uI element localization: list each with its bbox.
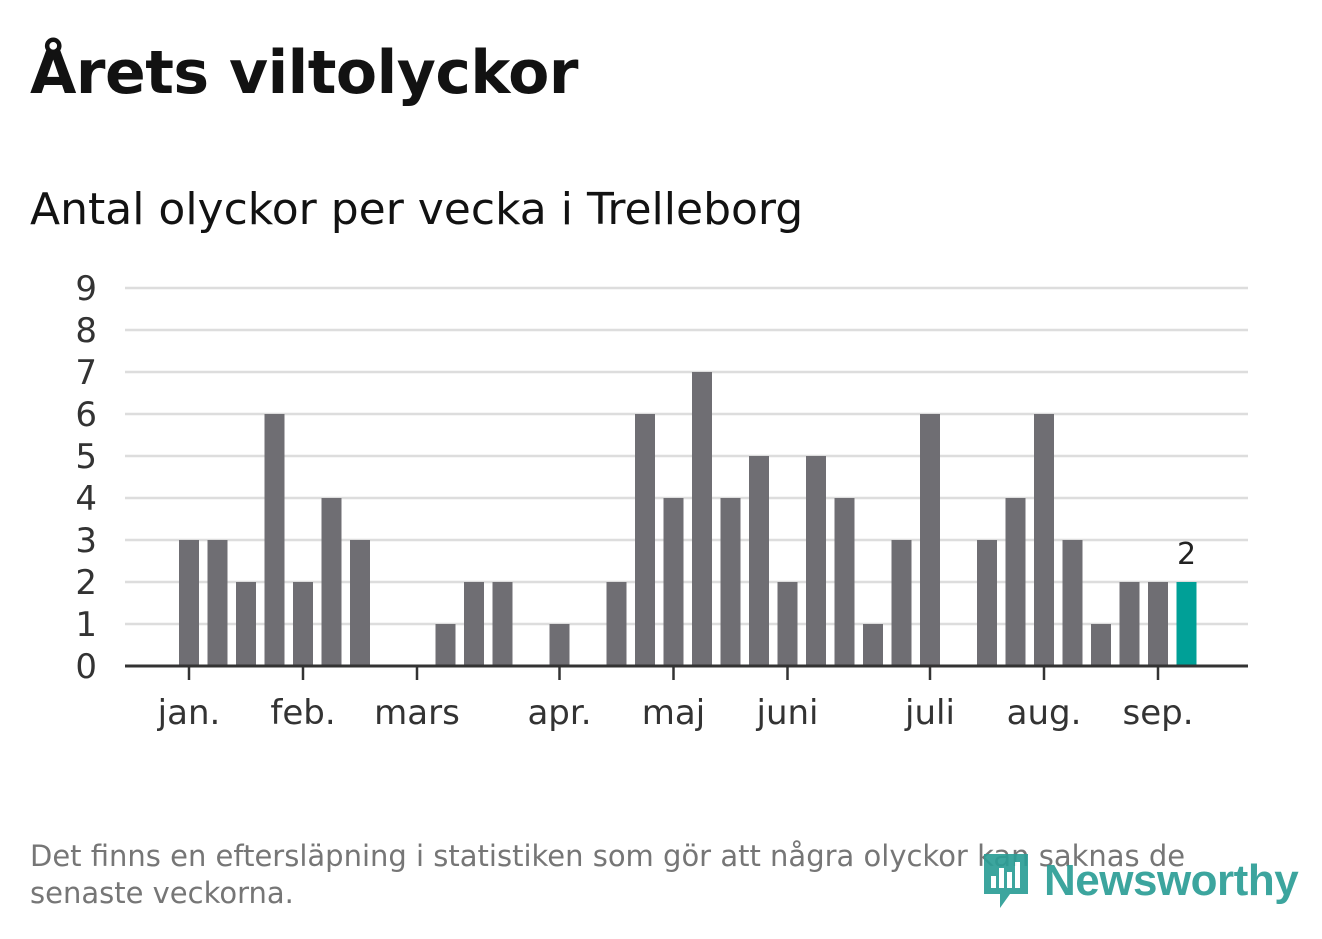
gridlines <box>125 286 1248 626</box>
highlight-data-label: 2 <box>1177 537 1196 572</box>
newsworthy-logo-text: Newsworthy <box>1044 856 1299 905</box>
bar-v31 <box>1034 414 1054 666</box>
y-tick-label-9: 9 <box>75 269 97 309</box>
bar-v16 <box>606 582 627 666</box>
y-tick-label-5: 5 <box>75 437 97 477</box>
y-tick-label-1: 1 <box>75 605 97 645</box>
bar-v6 <box>321 498 342 666</box>
chart-subtitle: Antal olyckor per vecka i Trelleborg <box>30 184 804 235</box>
newsworthy-logo-icon <box>984 854 1028 908</box>
x-axis-ticks: jan. feb. mars apr. maj juni juli aug. sep. <box>157 666 1194 733</box>
bar-v36 <box>1176 582 1197 666</box>
bar-v34 <box>1119 582 1140 666</box>
bar-v18 <box>663 498 684 666</box>
bar-v29 <box>977 540 997 666</box>
newsworthy-logo: Newsworthy <box>980 848 1300 914</box>
bar-v26 <box>891 540 912 666</box>
bar-v20 <box>720 498 741 666</box>
chart-title: Årets viltolyckor <box>30 38 579 108</box>
y-tick-label-6: 6 <box>75 395 97 435</box>
x-tick-label-jan.: jan. <box>157 693 221 733</box>
bar-v12 <box>492 582 513 666</box>
x-tick-label-maj: maj <box>642 693 705 733</box>
y-tick-label-0: 0 <box>75 647 97 687</box>
bar-v3 <box>236 582 256 666</box>
bar-v30 <box>1005 498 1026 666</box>
x-tick-label-juni: juni <box>756 693 819 733</box>
y-tick-label-4: 4 <box>75 479 97 519</box>
x-tick-label-apr.: apr. <box>527 693 591 733</box>
x-tick-label-feb.: feb. <box>270 693 335 733</box>
bar-v23 <box>806 456 826 666</box>
y-tick-label-2: 2 <box>75 563 97 603</box>
bar-v35 <box>1148 582 1168 666</box>
bar-v24 <box>834 498 855 666</box>
bar-v14 <box>549 624 570 666</box>
y-tick-label-8: 8 <box>75 311 97 351</box>
bar-v11 <box>464 582 484 666</box>
bar-v27 <box>920 414 940 666</box>
x-tick-label-mars: mars <box>374 693 460 733</box>
x-tick-label-sep.: sep. <box>1122 693 1193 733</box>
bar-v10 <box>435 624 456 666</box>
bar-v1 <box>179 540 199 666</box>
bar-v22 <box>777 582 798 666</box>
y-tick-label-7: 7 <box>75 353 97 393</box>
bar-v4 <box>264 414 285 666</box>
bar-v25 <box>863 624 883 666</box>
x-tick-label-aug.: aug. <box>1007 693 1082 733</box>
bar-v17 <box>635 414 655 666</box>
bar-v7 <box>350 540 370 666</box>
bar-v5 <box>293 582 313 666</box>
bar-v21 <box>749 456 769 666</box>
bar-v19 <box>692 372 712 666</box>
y-tick-label-3: 3 <box>75 521 97 561</box>
bars: 2 <box>179 372 1197 666</box>
x-tick-label-juli: juli <box>904 693 955 733</box>
bar-v2 <box>207 540 228 666</box>
bar-v32 <box>1062 540 1083 666</box>
bar-v33 <box>1091 624 1111 666</box>
